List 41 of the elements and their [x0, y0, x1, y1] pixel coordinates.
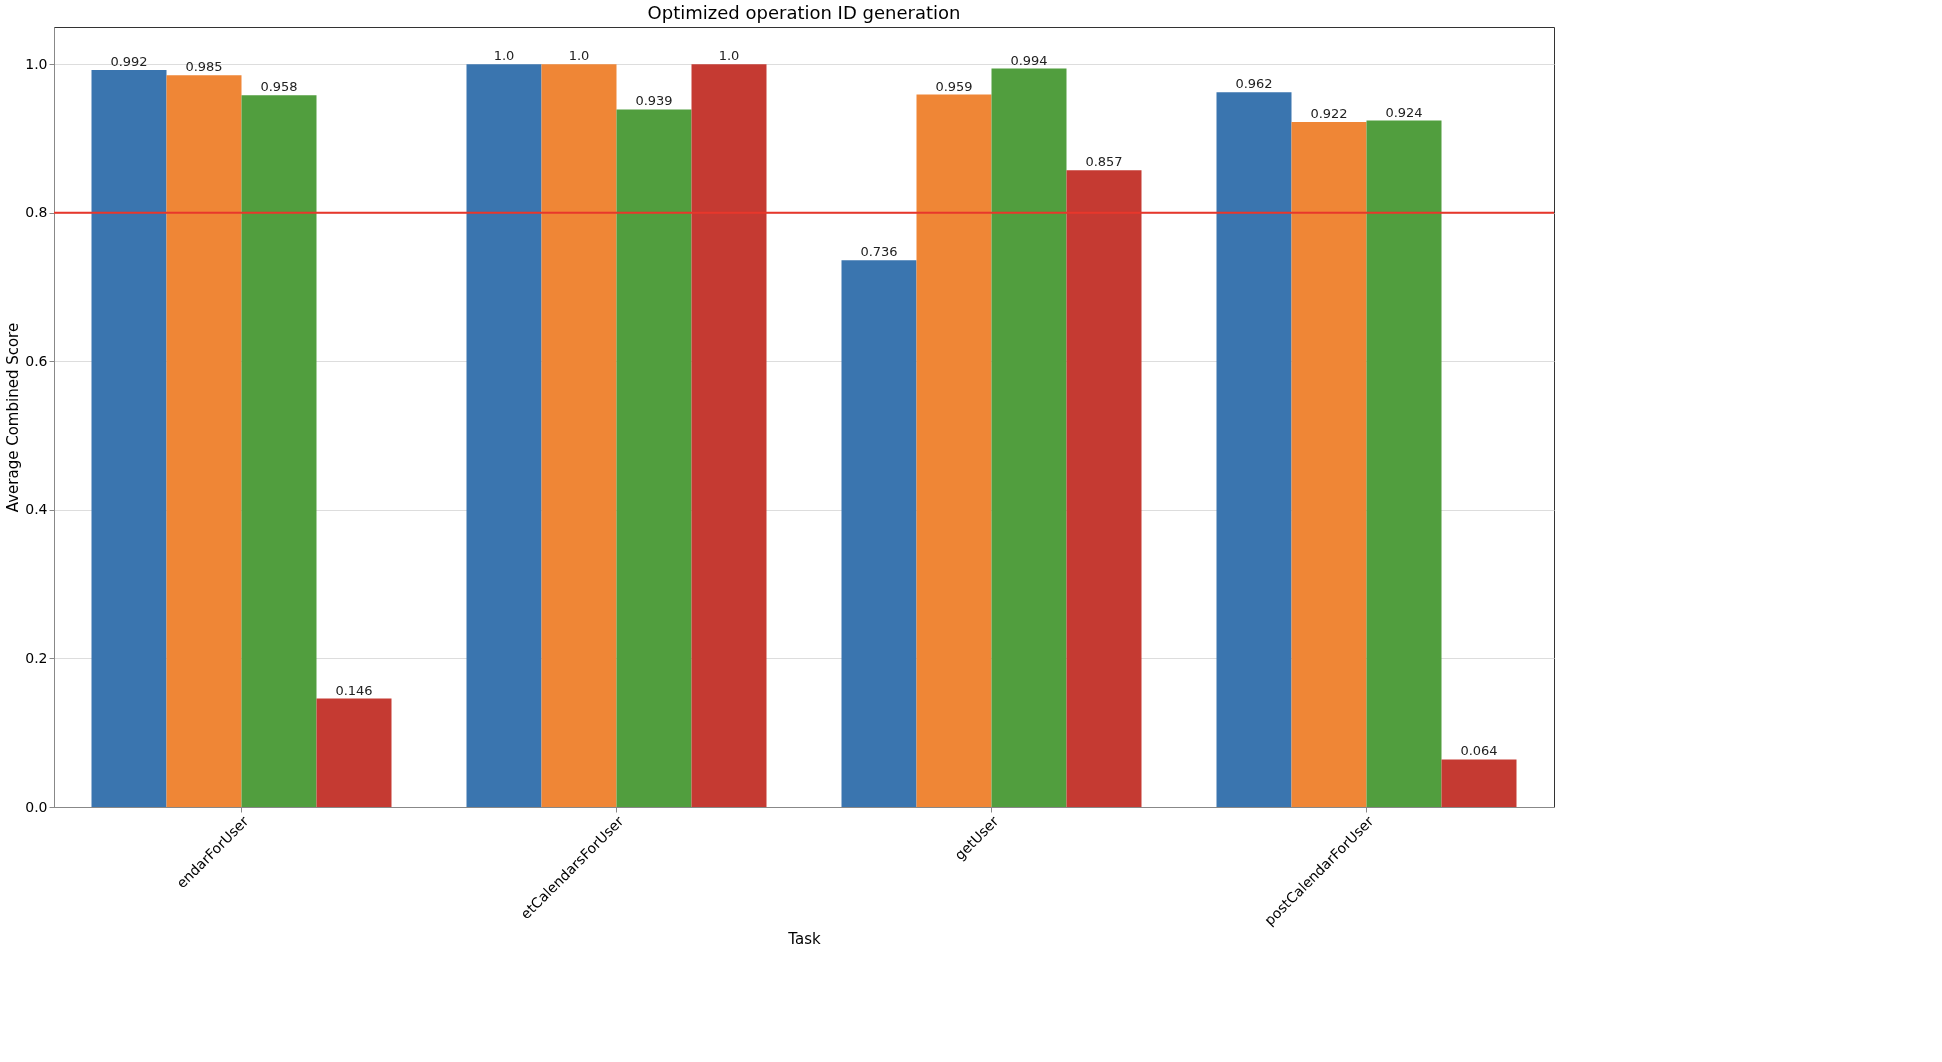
bar	[541, 64, 617, 807]
bar	[166, 75, 242, 807]
data-label: 1.0	[493, 48, 515, 64]
data-label: 0.958	[260, 79, 298, 95]
data-label: 0.939	[635, 93, 673, 109]
data-label: 0.962	[1235, 76, 1273, 92]
data-label: 0.736	[860, 244, 898, 260]
bar	[1216, 92, 1292, 807]
bar	[616, 109, 692, 807]
data-label: 0.146	[335, 682, 373, 698]
data-label: 0.924	[1385, 104, 1423, 120]
data-label: 0.064	[1460, 743, 1498, 759]
bar	[691, 64, 767, 807]
y-tick-label: 0.2	[25, 649, 48, 666]
y-tick-label: 0.0	[25, 798, 48, 815]
bar	[991, 68, 1067, 807]
data-label: 1.0	[718, 48, 740, 64]
y-tick-label: 1.0	[25, 55, 48, 72]
bar	[316, 698, 392, 807]
chart-title: Optimized operation ID generation	[647, 2, 961, 23]
data-label: 0.922	[1310, 106, 1348, 122]
y-tick-label: 0.4	[25, 501, 48, 518]
bar	[241, 95, 317, 807]
bar	[91, 70, 167, 807]
y-axis-title: Average Combined Score	[4, 322, 23, 513]
data-label: 0.994	[1010, 52, 1048, 68]
data-label: 0.985	[185, 59, 223, 75]
bar	[1291, 122, 1367, 807]
data-label: 1.0	[568, 48, 590, 64]
y-tick-label: 0.8	[25, 204, 48, 221]
bar	[1441, 759, 1517, 807]
bar	[916, 94, 992, 807]
bar	[466, 64, 542, 807]
x-axis-title: Task	[787, 930, 821, 949]
bar	[1366, 120, 1442, 807]
data-label: 0.857	[1085, 154, 1123, 170]
bar	[1066, 170, 1142, 807]
bar	[841, 260, 917, 807]
data-label: 0.992	[110, 54, 148, 70]
y-tick-label: 0.6	[25, 352, 48, 369]
data-label: 0.959	[935, 78, 973, 94]
